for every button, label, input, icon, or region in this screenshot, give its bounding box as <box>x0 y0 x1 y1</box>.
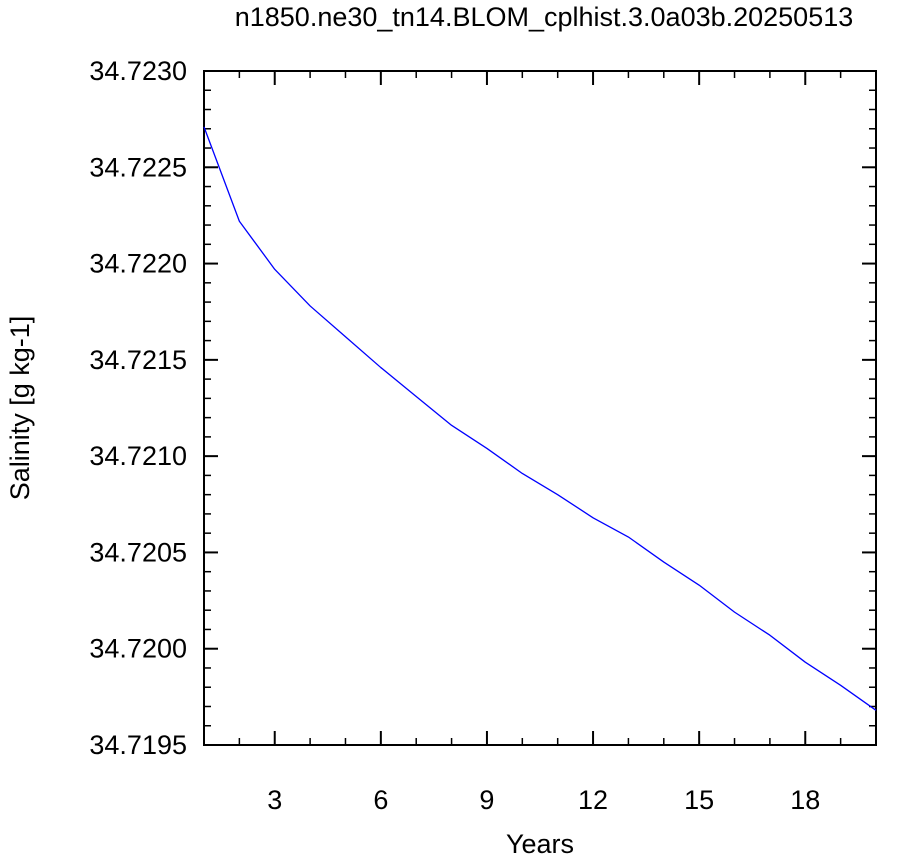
y-tick-labels: 34.7195 34.7200 34.7205 34.7210 34.7215 34.72… <box>89 56 187 760</box>
salinity-series-line <box>203 126 877 711</box>
x-tick-label: 15 <box>684 785 714 815</box>
x-tick-labels: 3 6 9 12 15 18 <box>267 785 820 815</box>
y-tick-label: 34.7205 <box>89 537 187 567</box>
x-tick-label: 12 <box>578 785 608 815</box>
y-tick-label: 34.7210 <box>89 441 187 471</box>
x-axis-label: Years <box>506 829 574 859</box>
x-tick-label: 6 <box>373 785 388 815</box>
y-tick-label: 34.7195 <box>89 730 187 760</box>
y-tick-label: 34.7225 <box>89 152 187 182</box>
axis-ticks <box>203 70 877 746</box>
plot-frame <box>203 70 877 746</box>
x-tick-label: 9 <box>479 785 494 815</box>
x-tick-label: 3 <box>267 785 282 815</box>
x-tick-label: 18 <box>790 785 820 815</box>
series-layer <box>203 126 877 711</box>
chart-title: n1850.ne30_tn14.BLOM_cplhist.3.0a03b.202… <box>235 2 854 32</box>
y-tick-label: 34.7200 <box>89 634 187 664</box>
y-tick-label: 34.7220 <box>89 249 187 279</box>
y-tick-label: 34.7215 <box>89 345 187 375</box>
y-axis-label: Salinity [g kg-1] <box>5 316 35 501</box>
y-tick-label: 34.7230 <box>89 56 187 86</box>
